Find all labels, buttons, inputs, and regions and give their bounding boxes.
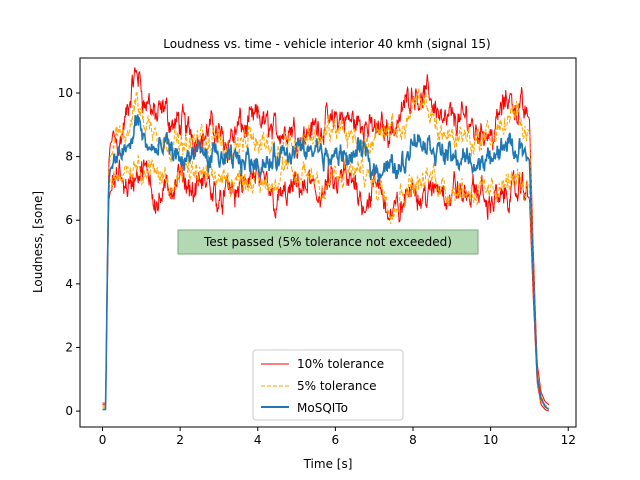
y-tick-label: 4 xyxy=(65,277,73,291)
chart-title: Loudness vs. time - vehicle interior 40 … xyxy=(163,37,490,51)
series-10pct-lower xyxy=(102,156,549,412)
x-tick-label: 6 xyxy=(332,433,340,447)
annotation-layer: Test passed (5% tolerance not exceeded) xyxy=(177,229,479,255)
y-tick-label: 0 xyxy=(65,404,73,418)
x-tick-label: 8 xyxy=(409,433,417,447)
legend-label-mosqito: MoSQITo xyxy=(297,401,348,415)
x-tick-label: 12 xyxy=(561,433,576,447)
series-5pct-upper xyxy=(102,87,550,409)
y-axis-label: Loudness, [sone] xyxy=(31,191,45,293)
x-axis-label: Time [s] xyxy=(303,457,353,471)
x-tick-label: 0 xyxy=(99,433,107,447)
x-tick-label: 4 xyxy=(254,433,262,447)
y-tick-label: 8 xyxy=(65,150,73,164)
series-layer xyxy=(102,67,550,412)
series-10pct-upper xyxy=(102,67,550,406)
y-tick-label: 6 xyxy=(65,213,73,227)
y-axis-ticks: 0 2 4 6 8 10 xyxy=(58,86,80,418)
plot-frame xyxy=(79,57,577,428)
series-mosqito xyxy=(102,113,550,411)
y-tick-label: 10 xyxy=(58,86,73,100)
annotation-box xyxy=(177,229,479,255)
x-tick-label: 10 xyxy=(483,433,498,447)
x-tick-label: 2 xyxy=(176,433,184,447)
legend-frame xyxy=(252,349,404,421)
annotation-text: Test passed (5% tolerance not exceeded) xyxy=(203,235,452,249)
legend: 10% tolerance 5% tolerance MoSQITo xyxy=(252,349,404,421)
legend-label-5pct: 5% tolerance xyxy=(297,379,377,393)
legend-label-10pct: 10% tolerance xyxy=(297,357,384,371)
y-tick-label: 2 xyxy=(65,340,73,354)
x-axis-ticks: 0 2 4 6 8 10 12 xyxy=(99,427,576,447)
series-5pct-lower xyxy=(102,153,549,410)
